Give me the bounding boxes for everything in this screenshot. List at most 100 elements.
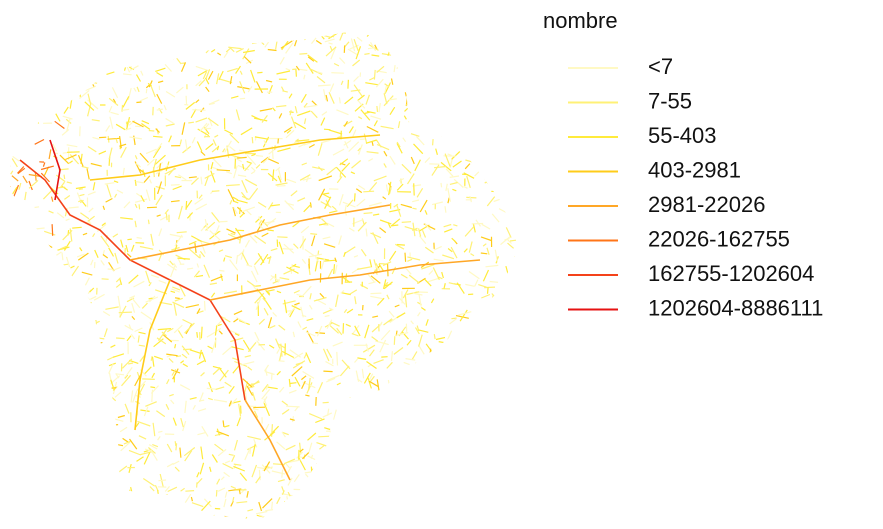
river-segment — [206, 518, 217, 521]
river-segment — [346, 476, 357, 482]
river-segment — [486, 265, 499, 266]
river-segment — [64, 305, 73, 308]
river-segment — [82, 68, 87, 73]
river-segment — [66, 60, 70, 65]
river-segment — [425, 279, 432, 286]
river-segment — [187, 268, 193, 269]
river-segment — [431, 77, 444, 78]
river-segment — [66, 471, 72, 479]
river-segment — [448, 40, 456, 41]
river-segment — [370, 350, 375, 356]
river-segment — [277, 148, 290, 151]
river-segment — [315, 333, 325, 334]
river-segment — [442, 136, 447, 137]
river-segment — [227, 68, 238, 71]
river-segment — [384, 163, 386, 167]
river-segment — [510, 417, 521, 419]
river-segment — [144, 505, 148, 513]
river-segment — [435, 506, 438, 510]
river-segment — [345, 97, 353, 104]
river-segment — [297, 111, 310, 116]
river-segment — [464, 187, 468, 189]
river-segment — [510, 439, 515, 440]
river-segment — [294, 291, 300, 294]
legend-label: 2981-22026 — [648, 192, 765, 217]
river-segment — [232, 358, 238, 360]
river-segment — [316, 41, 321, 45]
river-segment — [223, 420, 224, 427]
river-segment — [508, 442, 515, 443]
river-segment — [227, 229, 236, 233]
river-segment — [281, 32, 288, 34]
river-segment — [461, 64, 472, 68]
river-segment — [13, 34, 17, 45]
river-segment — [84, 445, 85, 450]
river-segment — [7, 508, 18, 511]
legend-label: 55-403 — [648, 123, 717, 148]
river-segment — [344, 141, 351, 146]
river-segment — [17, 221, 19, 230]
river-segment — [80, 213, 89, 219]
river-segment — [78, 484, 90, 486]
river-segment — [366, 21, 375, 30]
river-segment — [201, 447, 203, 460]
river-segment — [365, 487, 375, 491]
river-segment — [123, 168, 124, 175]
river-segment — [152, 390, 153, 402]
river-segment — [475, 491, 480, 495]
river-segment — [186, 305, 199, 308]
river-segment — [383, 197, 386, 200]
river-segment — [165, 64, 171, 71]
river-segment — [55, 315, 66, 319]
river-segment — [332, 206, 336, 210]
river-segment — [456, 394, 457, 405]
river-segment — [140, 410, 149, 411]
river-segment — [182, 122, 185, 134]
river-segment — [342, 360, 350, 369]
river-segment — [95, 65, 100, 71]
river-segment — [317, 464, 327, 466]
river-segment — [374, 360, 384, 364]
river-segment — [139, 204, 140, 209]
river-segment — [268, 50, 277, 51]
river-segment — [392, 407, 397, 411]
river-segment — [492, 214, 499, 222]
river-segment — [257, 81, 263, 93]
river-segment — [8, 39, 16, 43]
river-segment — [494, 199, 501, 201]
river-segment — [99, 151, 106, 154]
river-segment — [255, 137, 269, 139]
river-segment — [355, 296, 356, 304]
river-segment — [299, 54, 307, 55]
river-segment — [385, 472, 387, 476]
river-segment — [65, 287, 67, 296]
river-segment — [178, 22, 181, 26]
river-segment — [389, 251, 395, 261]
river-segment — [436, 149, 438, 155]
river-segment — [403, 138, 406, 142]
river-segment — [128, 363, 133, 364]
river-segment — [20, 499, 28, 500]
river-segment — [26, 40, 38, 44]
river-segment — [210, 283, 217, 284]
river-segment — [217, 73, 219, 84]
river-segment — [276, 183, 288, 185]
river-segment — [9, 483, 11, 492]
river-segment — [75, 427, 87, 431]
river-segment — [343, 323, 344, 334]
river-segment — [480, 456, 484, 458]
river-segment — [25, 239, 37, 244]
river-segment — [272, 31, 280, 36]
river-segment — [62, 253, 63, 261]
river-segment — [193, 405, 195, 409]
river-segment — [318, 251, 319, 255]
river-segment — [141, 71, 143, 76]
river-segment — [208, 346, 213, 349]
river-segment — [377, 392, 383, 400]
river-segment — [480, 47, 488, 56]
river-segment — [64, 282, 69, 293]
river-segment — [233, 201, 238, 203]
river-segment — [41, 51, 50, 58]
river-segment — [364, 417, 370, 421]
river-segment — [115, 479, 118, 486]
